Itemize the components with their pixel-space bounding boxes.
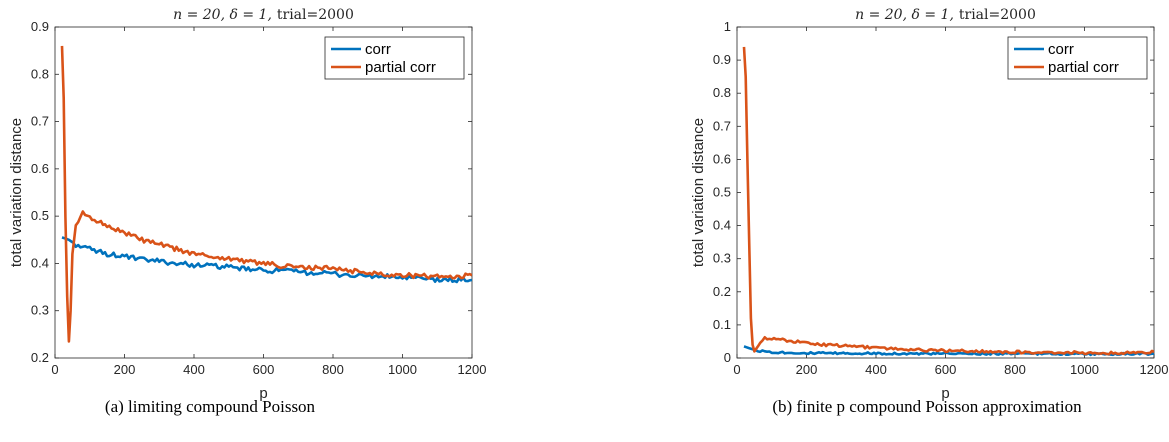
y-tick-label: 0.6 xyxy=(713,151,731,166)
y-tick-label: 0.4 xyxy=(713,218,731,233)
x-tick-label: 1000 xyxy=(1070,362,1099,377)
x-axis-label: p xyxy=(941,385,949,402)
chart-title: n = 20, δ = 1, trial=2000 xyxy=(855,7,1036,23)
y-tick-label: 0.5 xyxy=(713,185,731,200)
legend-label-partial-corr: partial corr xyxy=(1048,59,1119,76)
y-axis-label: total variation distance xyxy=(8,118,25,267)
y-tick-label: 0.5 xyxy=(31,208,49,223)
y-tick-label: 0.3 xyxy=(31,303,49,318)
chart-title-math: n = 20, δ = 1, xyxy=(173,7,272,23)
figure-caption: (a) limiting compound Poisson xyxy=(105,397,316,416)
y-tick-label: 1 xyxy=(724,19,731,34)
x-tick-label: 1000 xyxy=(388,362,417,377)
chart-title-math: n = 20, δ = 1, xyxy=(855,7,954,23)
x-axis-label: p xyxy=(259,385,267,402)
legend-label-corr: corr xyxy=(365,41,391,58)
chart-panel-b: 0 200 400 600 800 1000 1200 0 0.1 0.2 0.3 0.4 0.5 0.6… xyxy=(690,7,1168,416)
y-tick-label: 0.6 xyxy=(31,161,49,176)
y-tick-label: 0.9 xyxy=(713,52,731,67)
chart-title: n = 20, δ = 1, trial=2000 xyxy=(173,7,354,23)
x-tick-label: 1200 xyxy=(458,362,487,377)
y-tick-label: 0.1 xyxy=(713,317,731,332)
series-line-partial-corr xyxy=(742,46,1154,356)
y-tick-label: 0.8 xyxy=(31,66,49,81)
x-tick-label: 800 xyxy=(1004,362,1026,377)
y-tick-label: 0.8 xyxy=(713,85,731,100)
legend-box xyxy=(1007,36,1148,80)
plot-area xyxy=(54,26,473,359)
figure-caption: (b) finite p compound Poisson approximat… xyxy=(772,397,1082,416)
legend-label-partial-corr: partial corr xyxy=(365,59,436,76)
y-tick-label: 0.9 xyxy=(31,19,49,34)
y-tick-label: 0.2 xyxy=(713,284,731,299)
legend-box xyxy=(324,36,465,80)
y-tick-label: 0.2 xyxy=(31,350,49,365)
x-tick-label: 400 xyxy=(865,362,887,377)
y-tick-label: 0.7 xyxy=(713,118,731,133)
y-tick-label: 0 xyxy=(724,350,731,365)
chart-panel-a: 0 200 400 600 800 1000 1200 0.2 0.3 0.4 0.5 0.6 0.7 0… xyxy=(8,7,486,416)
y-tick-label: 0.4 xyxy=(31,255,49,270)
x-tick-label: 600 xyxy=(253,362,275,377)
legend-label-corr: corr xyxy=(1048,41,1074,58)
chart-title-text: trial=2000 xyxy=(277,7,354,23)
x-tick-label: 200 xyxy=(114,362,136,377)
x-tick-label: 400 xyxy=(183,362,205,377)
series-line-partial-corr xyxy=(60,45,472,343)
y-axis-label: total variation distance xyxy=(690,118,707,267)
x-tick-label: 200 xyxy=(796,362,818,377)
y-tick-label: 0.7 xyxy=(31,114,49,129)
x-tick-label: 0 xyxy=(733,362,740,377)
x-tick-label: 800 xyxy=(322,362,344,377)
x-tick-label: 1200 xyxy=(1140,362,1169,377)
x-tick-label: 600 xyxy=(935,362,957,377)
y-tick-label: 0.3 xyxy=(713,251,731,266)
chart-title-text: trial=2000 xyxy=(959,7,1036,23)
x-tick-label: 0 xyxy=(51,362,58,377)
